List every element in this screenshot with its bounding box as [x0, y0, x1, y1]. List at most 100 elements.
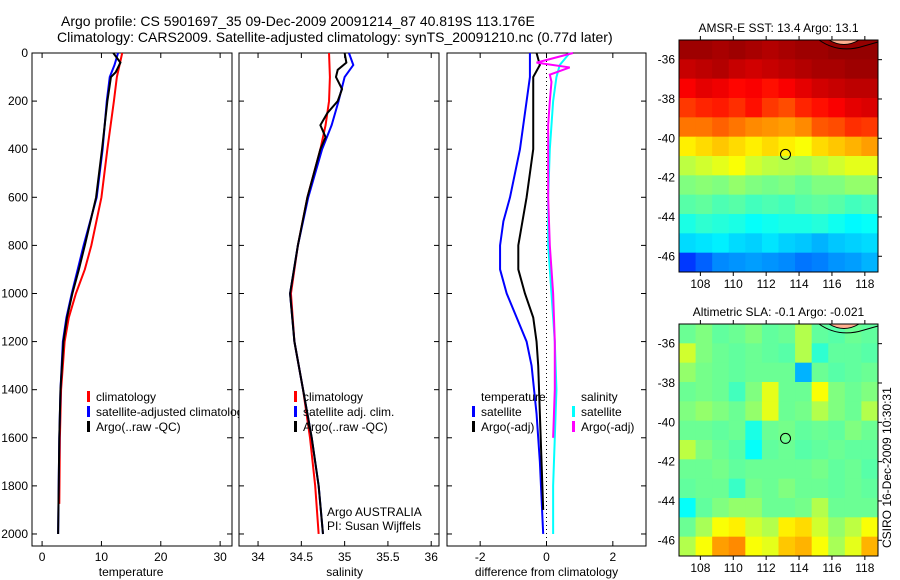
heatmap-cell — [712, 440, 730, 460]
heatmap-cell — [695, 136, 713, 157]
legend-label: satellite-adjusted climatology — [96, 405, 249, 419]
x-tick-label: 118 — [855, 561, 874, 575]
heatmap-cell — [861, 156, 879, 176]
heatmap-cell — [695, 233, 713, 254]
heatmap-cell — [811, 517, 829, 538]
heatmap-cell — [861, 401, 879, 422]
heatmap-cell — [778, 382, 796, 402]
panel-temp: 0 10 20 30 0 200 400 600 800 1000 1200 1400 1600 1800… — [1, 46, 249, 579]
legend-swatch — [294, 391, 297, 402]
y-tick-label: 1600 — [1, 431, 28, 445]
heatmap-cell — [745, 175, 763, 196]
heatmap-cell — [811, 194, 829, 215]
heatmap-cell — [695, 536, 713, 557]
y-tick-label: 1000 — [1, 286, 28, 300]
heatmap-cell — [679, 459, 697, 480]
heatmap-cell — [795, 156, 813, 176]
y-tick-label: -38 — [658, 376, 676, 390]
heatmap-cell — [811, 401, 829, 422]
series-line-temperature-argo-adj- — [517, 52, 545, 510]
timestamp-stamp: CSIRO 16-Dec-2009 10:30:31 — [880, 387, 894, 548]
heatmap-cell — [695, 40, 713, 60]
argo-location-marker — [780, 148, 792, 160]
heatmap-cell — [761, 156, 779, 176]
heatmap-cell — [712, 478, 730, 499]
heatmap-cell — [778, 343, 796, 364]
heatmap-cell — [828, 324, 846, 344]
y-tick-label: -42 — [658, 455, 676, 469]
map-title: AMSR-E SST: 13.4 Argo: 13.1 — [698, 21, 858, 35]
heatmap-cell — [828, 78, 846, 99]
heatmap-cell — [712, 175, 730, 196]
heatmap-cell — [712, 324, 730, 344]
series-line-temperature-satellite — [499, 53, 545, 535]
heatmap-cell — [712, 117, 730, 138]
heatmap-cell — [745, 382, 763, 402]
heatmap-cell — [844, 324, 862, 344]
heatmap-cell — [761, 498, 779, 518]
heatmap-cell — [761, 175, 779, 196]
x-tick-label: 36 — [425, 550, 439, 564]
heatmap-cell — [861, 59, 879, 80]
argo-location-marker — [780, 432, 792, 444]
legend-swatch — [572, 421, 575, 432]
heatmap-cell — [795, 252, 813, 273]
heatmap-cell — [728, 117, 746, 138]
map-frame — [678, 39, 879, 273]
legend-swatch — [472, 421, 475, 432]
heatmap-cell — [745, 536, 763, 557]
heatmap-cell — [695, 117, 713, 138]
x-axis-label: temperature — [99, 565, 164, 579]
heatmap-cell — [844, 175, 862, 196]
heatmap-cell — [811, 440, 829, 460]
heatmap-cell — [811, 156, 829, 176]
heatmap-cell — [795, 382, 813, 402]
heatmap-cell — [761, 440, 779, 460]
heatmap-cell — [745, 401, 763, 422]
heatmap-cell — [861, 252, 879, 273]
heatmap-cell — [761, 478, 779, 499]
heatmap-cell — [712, 59, 730, 80]
heatmap-cell — [728, 478, 746, 499]
heatmap-cell — [811, 214, 829, 234]
heatmap-cell — [844, 117, 862, 138]
heatmap-cell — [778, 194, 796, 215]
axes-frame — [31, 52, 233, 547]
heatmap-cell — [861, 459, 879, 480]
x-tick-label: 114 — [789, 561, 808, 575]
heatmap-cell — [778, 98, 796, 118]
heatmap-cell — [844, 194, 862, 215]
heatmap-cell — [861, 478, 879, 499]
heatmap-cell — [745, 98, 763, 118]
coastline — [818, 323, 879, 334]
coastline — [818, 39, 879, 50]
heatmap-cell — [761, 536, 779, 557]
heatmap-cell — [679, 40, 697, 60]
heatmap-cell — [712, 194, 730, 215]
heatmap-cell — [844, 440, 862, 460]
heatmap-cell — [795, 175, 813, 196]
heatmap-cell — [695, 517, 713, 538]
legend-swatch — [87, 406, 90, 417]
figure-title-line2: Climatology: CARS2009. Satellite-adjuste… — [57, 29, 613, 45]
y-tick-label: -44 — [658, 494, 676, 508]
heatmap-cell — [712, 517, 730, 538]
heatmap-cell — [828, 420, 846, 441]
map-frame — [678, 323, 879, 557]
heatmap-cell — [861, 40, 879, 60]
heatmap-cell — [844, 233, 862, 254]
heatmap-cell — [795, 324, 813, 344]
map-sla: 108 110 112 114 116 118 -36 -38 -40 -42 -44 -46 Alti… — [658, 305, 882, 575]
heatmap-cell — [828, 252, 846, 273]
heatmap-cell — [745, 324, 763, 344]
heatmap-cell — [844, 40, 862, 60]
heatmap-cell — [844, 420, 862, 441]
heatmap-cell — [795, 420, 813, 441]
heatmap-cell — [811, 343, 829, 364]
heatmap-cell — [844, 59, 862, 80]
heatmap-cell — [778, 214, 796, 234]
x-tick-label: 10 — [95, 550, 109, 564]
heatmap-cell — [679, 324, 697, 344]
